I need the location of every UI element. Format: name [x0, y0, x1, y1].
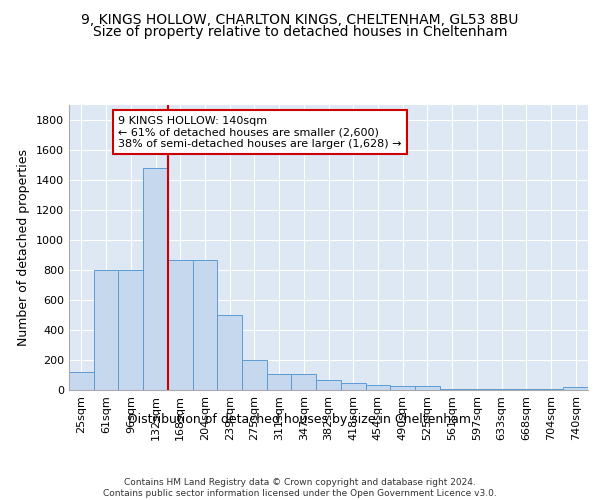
Bar	[390, 386, 415, 390]
Bar	[489, 389, 514, 390]
Bar	[415, 386, 440, 390]
Bar	[292, 374, 316, 390]
Bar	[193, 260, 217, 390]
Bar	[514, 389, 539, 390]
Bar	[242, 360, 267, 390]
Bar	[365, 385, 390, 390]
Text: Contains HM Land Registry data © Crown copyright and database right 2024.
Contai: Contains HM Land Registry data © Crown c…	[103, 478, 497, 498]
Text: Size of property relative to detached houses in Cheltenham: Size of property relative to detached ho…	[93, 25, 507, 39]
Bar	[69, 372, 94, 390]
Bar	[118, 270, 143, 390]
Bar	[94, 270, 118, 390]
Bar	[539, 389, 563, 390]
Bar	[464, 389, 489, 390]
Text: 9 KINGS HOLLOW: 140sqm
← 61% of detached houses are smaller (2,600)
38% of semi-: 9 KINGS HOLLOW: 140sqm ← 61% of detached…	[118, 116, 402, 148]
Bar	[341, 382, 365, 390]
Y-axis label: Number of detached properties: Number of detached properties	[17, 149, 31, 346]
Bar	[143, 168, 168, 390]
Bar	[217, 315, 242, 390]
Bar	[316, 380, 341, 390]
Text: 9, KINGS HOLLOW, CHARLTON KINGS, CHELTENHAM, GL53 8BU: 9, KINGS HOLLOW, CHARLTON KINGS, CHELTEN…	[82, 12, 518, 26]
Bar	[563, 387, 588, 390]
Text: Distribution of detached houses by size in Cheltenham: Distribution of detached houses by size …	[128, 412, 472, 426]
Bar	[168, 260, 193, 390]
Bar	[267, 374, 292, 390]
Bar	[440, 388, 464, 390]
